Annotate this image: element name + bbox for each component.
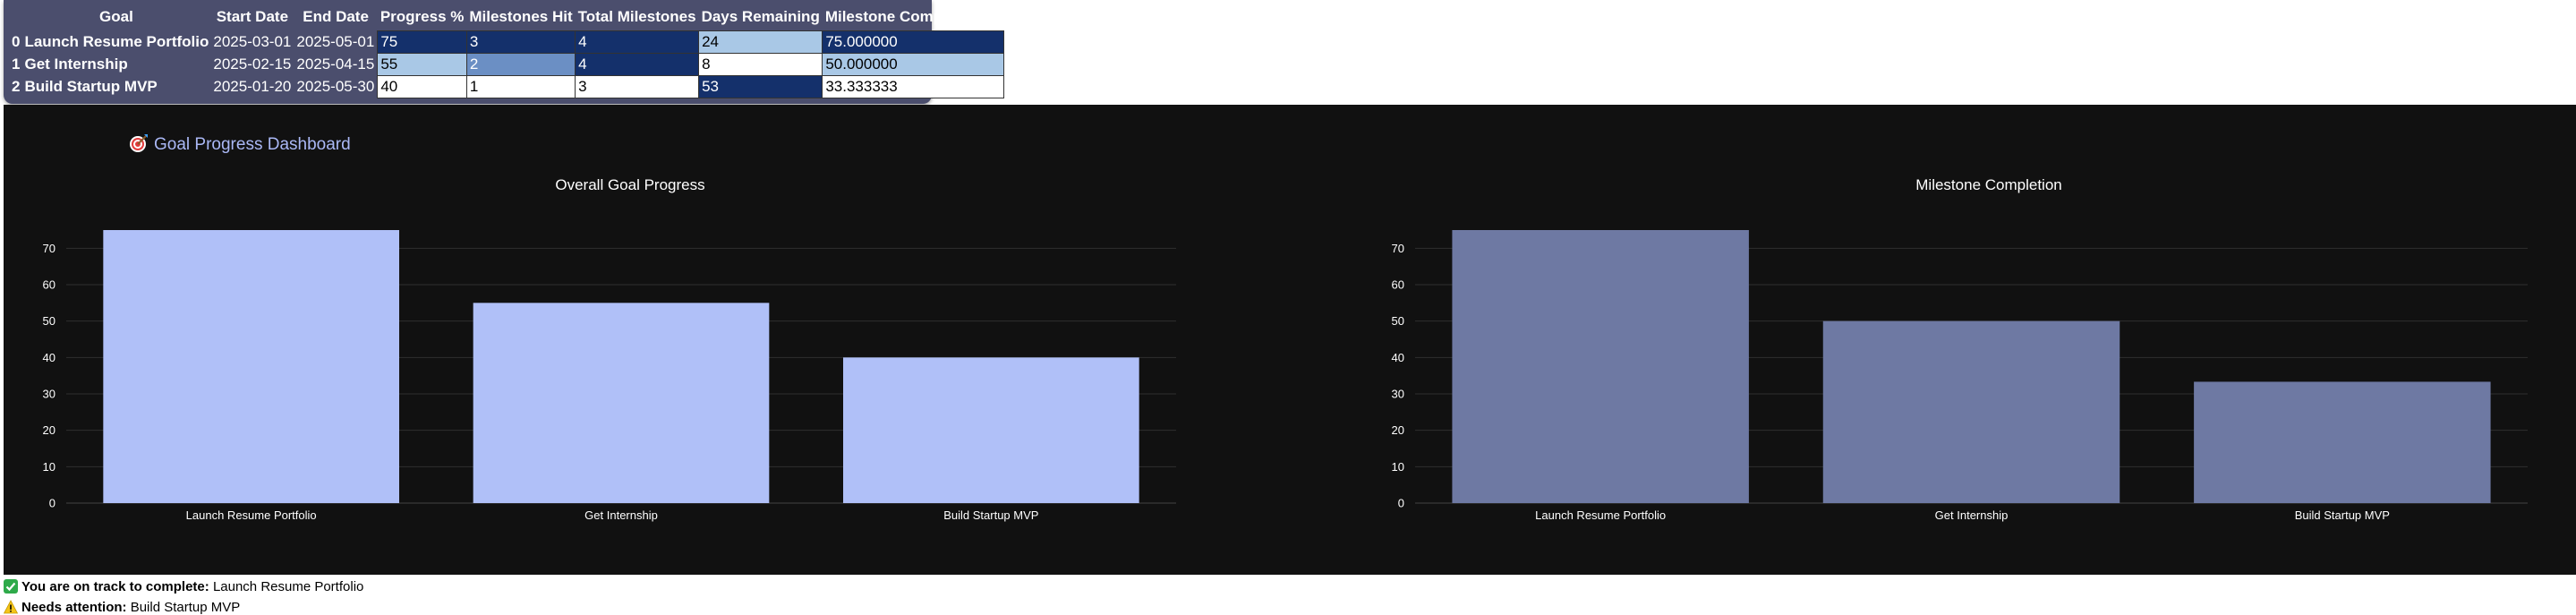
column-header-goal[interactable]: Goal <box>99 8 133 26</box>
bar[interactable] <box>2194 381 2491 503</box>
bar[interactable] <box>103 230 399 503</box>
x-tick-label: Build Startup MVP <box>2295 508 2390 522</box>
y-tick-label: 30 <box>1392 388 1404 401</box>
y-tick-label: 20 <box>1392 423 1404 437</box>
cell-end-date: 2025-05-01 <box>296 33 375 50</box>
table-row: 2 Build Startup MVP 2025-01-20 2025-05-3… <box>9 75 1004 98</box>
on-track-label: You are on track to complete: <box>21 579 209 594</box>
chart-title: Overall Goal Progress <box>555 176 704 193</box>
attention-label: Needs attention: <box>21 600 127 615</box>
chart-milestone-completion: Milestone Completion 0 10 20 30 40 50 60 70 Launc… <box>1392 176 2528 522</box>
y-tick-label: 50 <box>43 314 55 328</box>
cell-milestones-hit: 2 <box>465 53 576 76</box>
attention-goal: Build Startup MVP <box>130 600 241 615</box>
chart-overall-goal-progress: Overall Goal Progress 0 10 20 30 40 50 60 70 Laun… <box>43 176 1176 522</box>
y-tick-label: 10 <box>43 460 55 474</box>
warning-icon <box>4 600 18 614</box>
x-tick-label: Get Internship <box>1935 508 2009 522</box>
cell-milestones-hit: 3 <box>465 30 576 54</box>
y-tick-label: 60 <box>43 278 55 292</box>
column-header-days-remaining[interactable]: Days Remaining <box>701 8 820 25</box>
cell-end-date: 2025-05-30 <box>296 78 375 95</box>
x-tick-label: Build Startup MVP <box>943 508 1038 522</box>
cell-goal: Build Startup MVP <box>24 78 158 95</box>
cell-milestones-hit: 1 <box>465 75 576 98</box>
dashboard-charts: Overall Goal Progress 0 10 20 30 40 50 60 70 Laun… <box>43 176 2528 522</box>
y-tick-label: 60 <box>1392 278 1404 292</box>
table-row: 0 Launch Resume Portfolio 2025-03-01 202… <box>9 30 1004 54</box>
cell-total-milestones: 4 <box>575 53 700 76</box>
y-tick-label: 10 <box>1392 460 1404 474</box>
cell-start-date: 2025-02-15 <box>213 56 292 73</box>
y-tick-label: 40 <box>1392 351 1404 364</box>
cell-progress: 40 <box>377 75 467 98</box>
y-tick-label: 0 <box>1398 497 1404 510</box>
cell-total-milestones: 3 <box>575 75 700 98</box>
y-tick-label: 70 <box>1392 242 1404 255</box>
cell-milestone-completion: 33.333333 <box>822 75 1004 98</box>
column-header-index <box>9 5 21 31</box>
target-icon <box>130 134 148 152</box>
cell-days-remaining: 24 <box>698 30 823 54</box>
dashboard-title-text: Goal Progress Dashboard <box>154 135 351 154</box>
cell-progress: 75 <box>377 30 467 54</box>
row-index: 0 <box>12 33 21 50</box>
goals-table: Goal Start Date End Date Progress % Mile… <box>9 5 1004 98</box>
column-header-end-date[interactable]: End Date <box>303 8 369 26</box>
goals-dataframe: Goal Start Date End Date Progress % Mile… <box>4 0 1004 104</box>
bar[interactable] <box>1822 320 2120 503</box>
on-track-status: You are on track to complete: Launch Res… <box>4 579 363 594</box>
row-index: 2 <box>12 78 21 95</box>
chart-title: Milestone Completion <box>1915 176 2061 193</box>
cell-days-remaining: 8 <box>698 53 823 76</box>
cell-milestone-completion: 50.000000 <box>822 53 1004 76</box>
cell-days-remaining: 53 <box>698 75 823 98</box>
check-mark-icon <box>4 579 18 594</box>
column-header-progress[interactable]: Progress % <box>380 8 465 25</box>
table-row: 1 Get Internship 2025-02-15 2025-04-15 5… <box>9 53 1004 76</box>
y-tick-label: 20 <box>43 423 55 437</box>
column-header-start-date[interactable]: Start Date <box>216 8 289 26</box>
y-tick-label: 50 <box>1392 314 1404 328</box>
column-header-milestone-completion[interactable]: Milestone Completion % <box>824 8 1002 25</box>
goal-progress-dashboard: Goal Progress Dashboard Overall Goal Pro… <box>4 105 2576 575</box>
column-header-milestones-hit[interactable]: Milestones Hit <box>469 8 573 25</box>
cell-progress: 55 <box>377 53 467 76</box>
cell-start-date: 2025-01-20 <box>213 78 292 95</box>
y-tick-label: 30 <box>43 388 55 401</box>
cell-total-milestones: 4 <box>575 30 700 54</box>
x-tick-label: Launch Resume Portfolio <box>186 508 317 522</box>
cell-end-date: 2025-04-15 <box>296 56 375 73</box>
column-header-total-milestones[interactable]: Total Milestones <box>577 8 696 25</box>
x-tick-label: Launch Resume Portfolio <box>1535 508 1666 522</box>
bar[interactable] <box>843 357 1139 503</box>
row-index: 1 <box>12 56 21 73</box>
y-tick-label: 40 <box>43 351 55 364</box>
bar[interactable] <box>473 303 770 503</box>
on-track-goal: Launch Resume Portfolio <box>212 579 364 594</box>
cell-start-date: 2025-03-01 <box>213 33 292 50</box>
y-tick-label: 0 <box>49 497 55 510</box>
cell-milestone-completion: 75.000000 <box>822 30 1004 54</box>
cell-goal: Launch Resume Portfolio <box>24 33 209 50</box>
attention-status: Needs attention: Build Startup MVP <box>4 600 240 615</box>
table-header-row: Goal Start Date End Date Progress % Mile… <box>9 5 1003 31</box>
cell-goal: Get Internship <box>24 56 128 73</box>
x-tick-label: Get Internship <box>584 508 658 522</box>
y-tick-label: 70 <box>43 242 55 255</box>
bar[interactable] <box>1452 230 1749 503</box>
dashboard-title: Goal Progress Dashboard <box>129 133 351 155</box>
